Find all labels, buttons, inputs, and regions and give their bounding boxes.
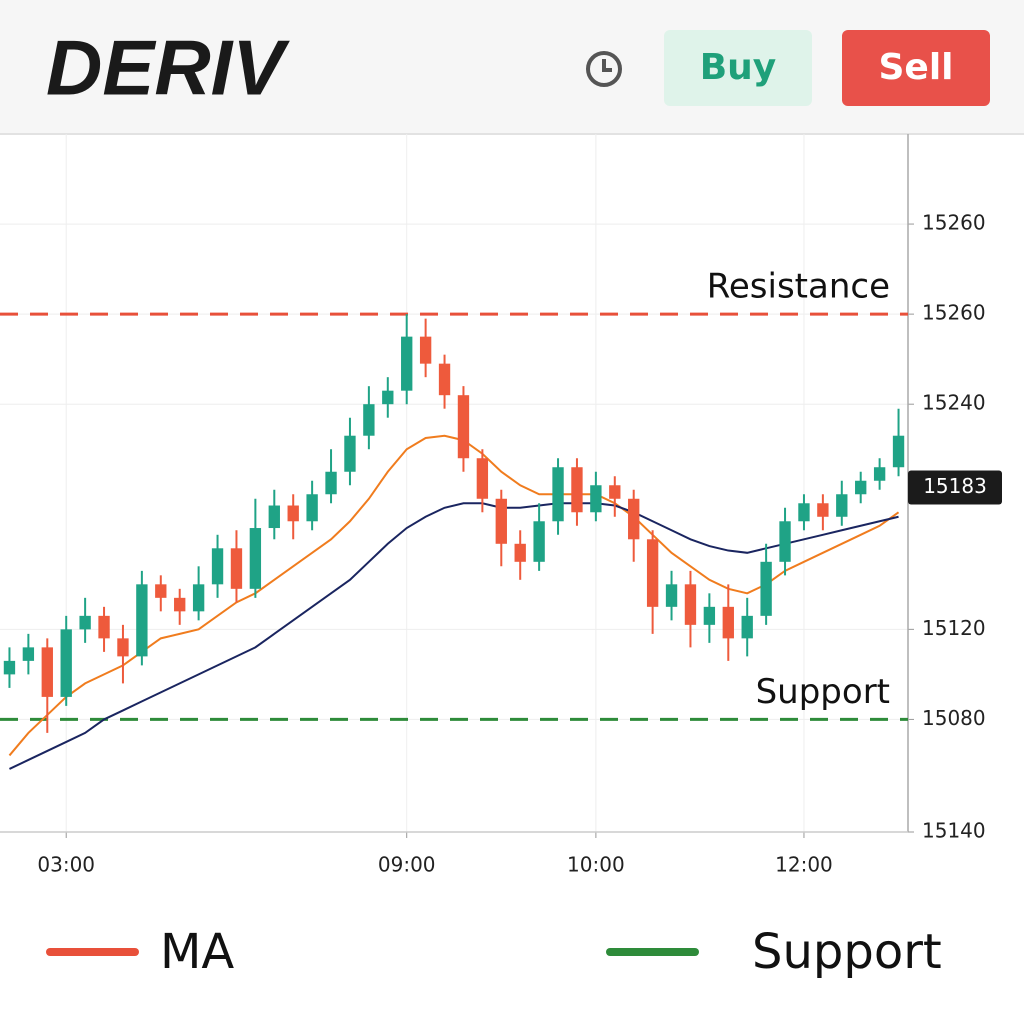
candle-body [382, 390, 394, 405]
logo: DERIV [46, 24, 290, 112]
candle-body [136, 584, 148, 657]
legend-label: Support [752, 924, 942, 980]
candle-body [363, 404, 375, 436]
history-icon[interactable] [586, 51, 622, 87]
candle-body [665, 584, 678, 607]
candle-body [628, 498, 640, 540]
moving-average [8, 434, 900, 757]
candle-body [722, 606, 734, 639]
candle-body [514, 543, 526, 562]
candle-body [344, 435, 356, 472]
y-tick-label: 15260 [922, 301, 986, 325]
level-label: Support [756, 672, 890, 712]
candle-body [79, 615, 91, 630]
sell-label: Sell [878, 47, 953, 88]
candle-body [60, 629, 72, 697]
buy-label: Buy [700, 47, 777, 88]
candle-body [798, 503, 810, 522]
x-tick-label: 03:00 [37, 853, 95, 877]
candle-body [3, 660, 16, 675]
sell-button[interactable]: Sell [842, 30, 990, 106]
candle-body [646, 539, 659, 607]
candle-body [268, 505, 280, 529]
candle-body [703, 606, 716, 625]
buy-button[interactable]: Buy [664, 30, 812, 106]
candle-body [533, 521, 545, 562]
candle-body [836, 494, 848, 517]
candle-body [192, 584, 205, 612]
price-tag-label: 15183 [923, 474, 987, 498]
candle-body [873, 467, 886, 481]
candle-body [22, 647, 35, 661]
candle-body [552, 467, 564, 522]
candle-body [892, 435, 905, 468]
candle-body [211, 548, 224, 585]
candle-body [325, 471, 337, 495]
candle-body [230, 548, 243, 589]
candle-body [287, 505, 299, 522]
candle-body [590, 485, 602, 513]
candle-body [571, 467, 583, 513]
y-tick-label: 15240 [922, 391, 986, 415]
y-tick-label: 15120 [922, 616, 986, 640]
candle-body [117, 638, 129, 657]
x-tick-label: 10:00 [567, 853, 625, 877]
candle-body [457, 395, 470, 459]
candle-body [779, 521, 791, 562]
candle-body [684, 584, 697, 625]
legend-label: MA [160, 924, 234, 980]
candle-body [817, 503, 829, 517]
y-tick-label: 15080 [922, 706, 986, 730]
candle-body [609, 485, 621, 499]
y-tick-label: 15260 [922, 211, 986, 235]
moving-average [9, 502, 899, 770]
candle-body [419, 336, 432, 364]
x-tick-label: 09:00 [378, 853, 436, 877]
x-tick-label: 12:00 [775, 853, 833, 877]
candle-body [438, 363, 451, 396]
y-tick-label: 15140 [922, 819, 986, 843]
candle-body [476, 458, 489, 499]
candle-body [174, 597, 186, 612]
price-tag [908, 470, 1002, 505]
candle-body [401, 336, 413, 391]
candle-body [306, 494, 318, 522]
candle-body [155, 584, 167, 598]
candle-body [855, 480, 867, 495]
candle-body [760, 561, 772, 616]
candle-body [98, 615, 110, 639]
candle-body [249, 528, 262, 589]
candle-body [741, 615, 753, 639]
candle-body [495, 498, 507, 544]
level-label: Resistance [707, 267, 890, 307]
candle-body [41, 647, 53, 697]
